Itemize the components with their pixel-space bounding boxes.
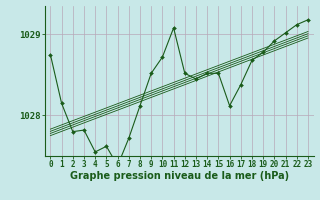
X-axis label: Graphe pression niveau de la mer (hPa): Graphe pression niveau de la mer (hPa) bbox=[70, 171, 289, 181]
